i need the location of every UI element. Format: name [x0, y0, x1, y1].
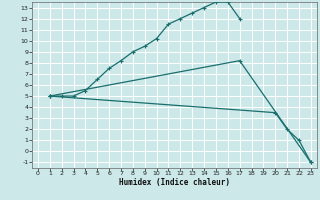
X-axis label: Humidex (Indice chaleur): Humidex (Indice chaleur)	[119, 178, 230, 187]
